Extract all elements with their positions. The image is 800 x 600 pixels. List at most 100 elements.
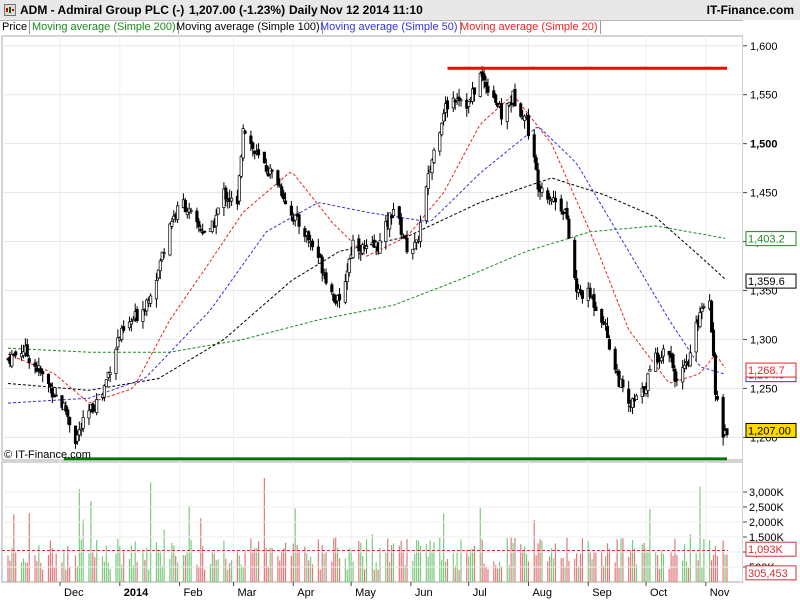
price-plot-frame [1,35,744,461]
candle-body [600,308,604,323]
candle-body [270,169,274,172]
candle-body [723,430,727,435]
month-label: Apr [297,587,314,599]
candle-body [81,417,85,429]
candle-body [702,306,706,309]
candle-body [484,81,488,88]
candle-body [426,173,430,189]
chart-toggle-icon[interactable] [4,4,16,16]
last-price-badge: 1,207.00 [748,425,791,437]
legend-price[interactable]: Price [0,21,31,34]
candle-body [370,242,374,245]
candle-body [318,254,322,258]
candle-body [459,99,463,102]
volume-tick-label: 1,000K [749,547,785,559]
ma50-value-badge-box [745,367,797,383]
candle-body [127,321,131,329]
candle-body [278,184,282,187]
candle-body [391,208,396,217]
candle-body [91,403,95,413]
candle-body [465,99,469,109]
candle-body [521,117,525,120]
candle-body [467,101,471,107]
candle-body [713,354,717,395]
candle-body [95,399,99,413]
candle-body [199,228,203,231]
candle-body [54,394,58,397]
candle-body [401,236,405,239]
candle-body [255,151,259,154]
candle-body [33,362,37,367]
candle-body [590,296,594,299]
candle-body [23,345,27,354]
legend-volume[interactable]: Volume [0,465,42,478]
ma20-value-badge: 1,268.7 [748,365,785,377]
candle-body [62,402,66,410]
candle-body [511,90,515,104]
candle-body [185,211,189,215]
candle-body [104,379,108,387]
candle-body [688,352,692,367]
candle-body [548,196,552,200]
candle-body [710,300,714,333]
candle-body [14,351,18,356]
candle-body [492,90,496,98]
copyright-label: © IT-Finance.com [4,449,91,461]
month-label: Mar [238,587,257,599]
candle-body [203,230,207,233]
candle-body [681,367,685,383]
candle-body [683,364,687,369]
legend-ma200[interactable]: Moving average (Simple 200) [30,21,179,34]
candle-body [6,358,10,361]
candle-body [295,213,299,216]
candle-body [519,103,523,117]
month-label: Dec [64,587,84,599]
candle-body [172,215,176,220]
price-tick-label: 1,550 [750,90,778,102]
candle-body [19,353,24,358]
candle-body [50,388,54,398]
candle-body [291,216,295,222]
legend-volume-ma20[interactable]: Moving average (Simple 20) [41,465,184,478]
candle-body [12,354,16,356]
title-bar: ADM - Admiral Group PLC (-) 1,207.00 (-1… [0,0,800,21]
volume-plot-frame [1,461,744,583]
candle-body [372,239,376,248]
candle-body [52,394,56,398]
month-label: Feb [184,587,203,599]
month-label: Nov [710,587,730,599]
candle-body [594,306,598,312]
candle-body [35,367,39,372]
candle-body [154,280,158,300]
legend-ma20[interactable]: Moving average (Simple 20) [458,21,601,34]
candle-body [237,175,241,202]
legend-ma50[interactable]: Moving average (Simple 50) [318,21,461,34]
candle-body [201,231,205,234]
candle-body [143,309,147,312]
candle-body [149,295,153,304]
candle-body [708,300,712,309]
candle-body [297,214,301,227]
candle-body [359,252,363,255]
candle-body [106,372,110,378]
candle-body [399,217,403,235]
candle-body [632,398,637,402]
volume-tick-label: 3,000K [749,487,785,499]
candle-body [440,122,444,136]
candle-body [135,308,139,321]
candle-body [526,114,531,137]
candle-body [694,321,698,353]
candle-body [613,348,617,370]
candle-body [181,199,185,208]
legend-ma100[interactable]: Moving average (Simple 100) [174,21,323,34]
candle-body [25,344,29,357]
candle-body [158,260,162,272]
candle-body [523,115,527,121]
candle-body [212,222,216,228]
candle-body [403,234,407,237]
candle-body [451,97,455,109]
candle-body [627,388,631,404]
quote-label: 1,207.00 (-1.23%) [189,3,286,17]
ma100-line [7,177,726,391]
candle-body [224,187,228,200]
